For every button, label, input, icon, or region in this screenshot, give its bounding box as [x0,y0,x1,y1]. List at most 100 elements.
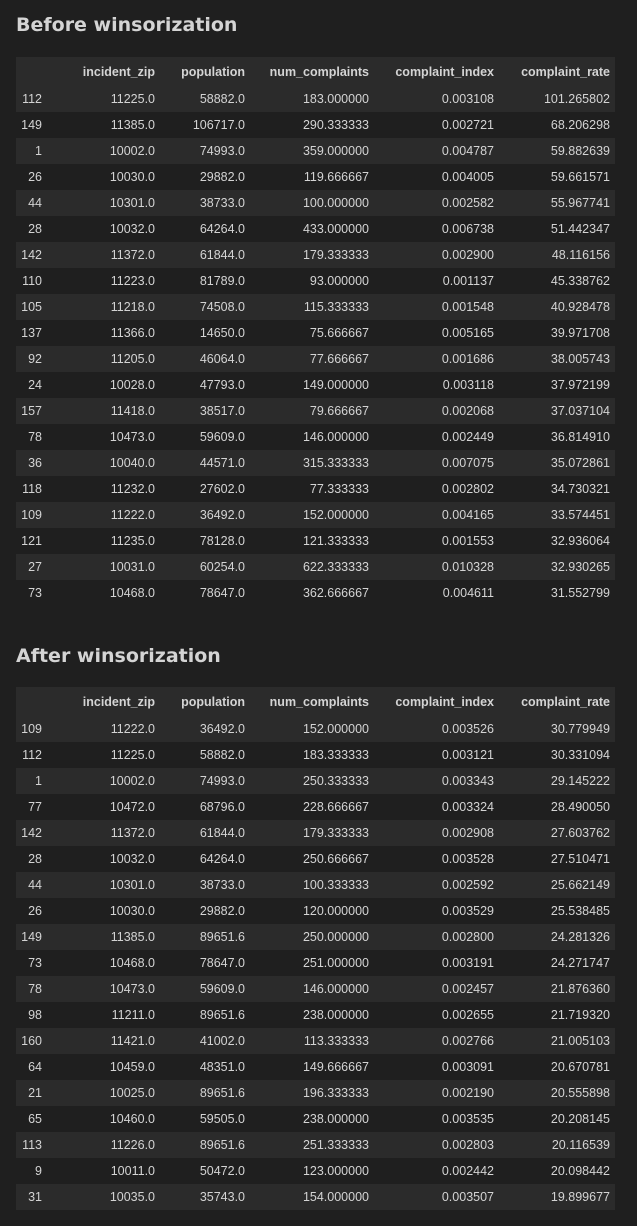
complaint-index-cell: 0.002068 [441,404,494,418]
complaint-rate-cell: 29.145222 [550,774,610,788]
row-index: 160 [21,1034,42,1048]
table-row: 77 10472.0 68796.0 228.666667 0.003324 28.490… [16,794,615,820]
row-index: 157 [21,404,42,418]
population-cell: 38517.0 [199,404,245,418]
complaint-rate-cell: 51.442347 [550,222,610,236]
incident-zip-cell: 11385.0 [110,930,155,944]
num-complaints-cell: 152.000000 [302,722,369,736]
incident-zip-cell: 10011.0 [110,1164,155,1178]
complaint-index-cell: 0.001553 [441,534,494,548]
complaint-index-cell: 0.001548 [441,300,494,314]
num-complaints-cell: 100.333333 [302,878,369,892]
population-cell: 29882.0 [199,170,245,184]
num-complaints-cell: 179.333333 [302,826,369,840]
incident-zip-cell: 11225.0 [110,92,155,106]
incident-zip-cell: 11223.0 [110,274,155,288]
population-cell: 74508.0 [199,300,245,314]
population-cell: 58882.0 [199,92,245,106]
population-cell: 64264.0 [199,222,245,236]
incident-zip-cell: 10002.0 [109,144,155,158]
num-complaints-cell: 251.333333 [302,1138,369,1152]
complaint-index-cell: 0.007075 [441,456,494,470]
incident-zip-cell: 10002.0 [109,774,155,788]
num-complaints-cell: 228.666667 [302,800,369,814]
row-index: 44 [28,196,42,210]
complaint-index-cell: 0.002800 [441,930,494,944]
num-complaints-cell: 196.333333 [302,1086,369,1100]
complaint-rate-cell: 40.928478 [550,300,610,314]
row-index: 142 [21,248,42,262]
num-complaints-cell: 154.000000 [302,1190,369,1204]
num-complaints-cell: 123.000000 [302,1164,369,1178]
table-row: 112 11225.0 58882.0 183.000000 0.003108 101.2… [16,86,615,112]
complaint-index-header: complaint_index [395,64,494,79]
complaint-rate-cell: 31.552799 [550,586,610,600]
complaint-index-cell: 0.004611 [442,586,494,600]
complaint-index-cell: 0.005165 [441,326,494,340]
table-row: 9 10011.0 50472.0 123.000000 0.002442 20.0984… [16,1158,615,1184]
num-complaints-cell: 359.000000 [302,144,369,158]
complaint-rate-cell: 59.661571 [550,170,610,184]
population-cell: 106717.0 [192,118,245,132]
row-index: 9 [35,1164,42,1178]
complaint-index-cell: 0.003121 [441,748,494,762]
table-row: 31 10035.0 35743.0 154.000000 0.003507 19.899… [16,1184,615,1210]
complaint-index-cell: 0.001686 [441,352,494,366]
population-cell: 36492.0 [199,508,245,522]
incident-zip-cell: 10025.0 [109,1086,155,1100]
incident-zip-cell: 11421.0 [110,1034,155,1048]
complaint-rate-cell: 30.331094 [550,748,610,762]
num-complaints-cell: 250.666667 [302,852,369,866]
complaint-rate-cell: 35.072861 [550,456,610,470]
table-row: 149 11385.0 106717.0 290.333333 0.002721 68.2… [16,112,615,138]
incident-zip-cell: 11211.0 [111,1008,155,1022]
population-cell: 78128.0 [199,534,245,548]
row-index: 26 [28,904,42,918]
complaint-index-header: complaint_index [395,694,494,709]
complaint-index-cell: 0.003535 [441,1112,494,1126]
table-row: 26 10030.0 29882.0 119.666667 0.004005 59.661… [16,164,615,190]
incident-zip-cell: 10468.0 [109,956,155,970]
after-dataframe: incident_zip population num_complaints c… [16,687,615,1210]
population-cell: 78647.0 [199,956,245,970]
population-cell: 81789.0 [199,274,245,288]
row-index: 78 [28,982,42,996]
table-row: 109 11222.0 36492.0 152.000000 0.004165 33.57… [16,502,615,528]
num-complaints-cell: 75.666667 [309,326,369,340]
num-complaints-cell: 121.333333 [302,534,369,548]
complaint-rate-cell: 20.555898 [550,1086,610,1100]
row-index: 110 [22,274,42,288]
table-row: 1 10002.0 74993.0 359.000000 0.004787 59.8826… [16,138,615,164]
before-dataframe: incident_zip population num_complaints c… [16,57,615,606]
incident-zip-cell: 10028.0 [109,378,155,392]
complaint-rate-cell: 38.005743 [550,352,610,366]
complaint-rate-cell: 27.510471 [550,852,610,866]
incident-zip-cell: 11366.0 [110,326,155,340]
complaint-rate-cell: 33.574451 [550,508,610,522]
complaint-index-cell: 0.002721 [441,118,494,132]
row-index: 65 [28,1112,42,1126]
table-row: 137 11366.0 14650.0 75.666667 0.005165 39.971… [16,320,615,346]
complaint-index-cell: 0.002900 [441,248,494,262]
before-title: Before winsorization [16,14,238,36]
num-complaints-cell: 183.000000 [302,92,369,106]
incident-zip-cell: 10459.0 [109,1060,155,1074]
population-cell: 59609.0 [199,430,245,444]
incident-zip-cell: 11225.0 [110,748,155,762]
row-index: 27 [28,560,42,574]
row-index: 98 [28,1008,42,1022]
num-complaints-header: num_complaints [269,694,369,709]
num-complaints-cell: 77.333333 [309,482,369,496]
num-complaints-cell: 79.666667 [309,404,369,418]
row-index: 44 [28,878,42,892]
row-index: 73 [28,956,42,970]
incident-zip-cell: 10030.0 [109,170,155,184]
complaint-index-cell: 0.002190 [441,1086,494,1100]
population-header: population [181,64,245,79]
incident-zip-cell: 11222.0 [110,722,155,736]
incident-zip-cell: 10473.0 [109,430,155,444]
table-row: 26 10030.0 29882.0 120.000000 0.003529 25.538… [16,898,615,924]
incident-zip-cell: 10035.0 [109,1190,155,1204]
complaint-rate-cell: 39.971708 [550,326,610,340]
complaint-rate-cell: 21.876360 [550,982,610,996]
